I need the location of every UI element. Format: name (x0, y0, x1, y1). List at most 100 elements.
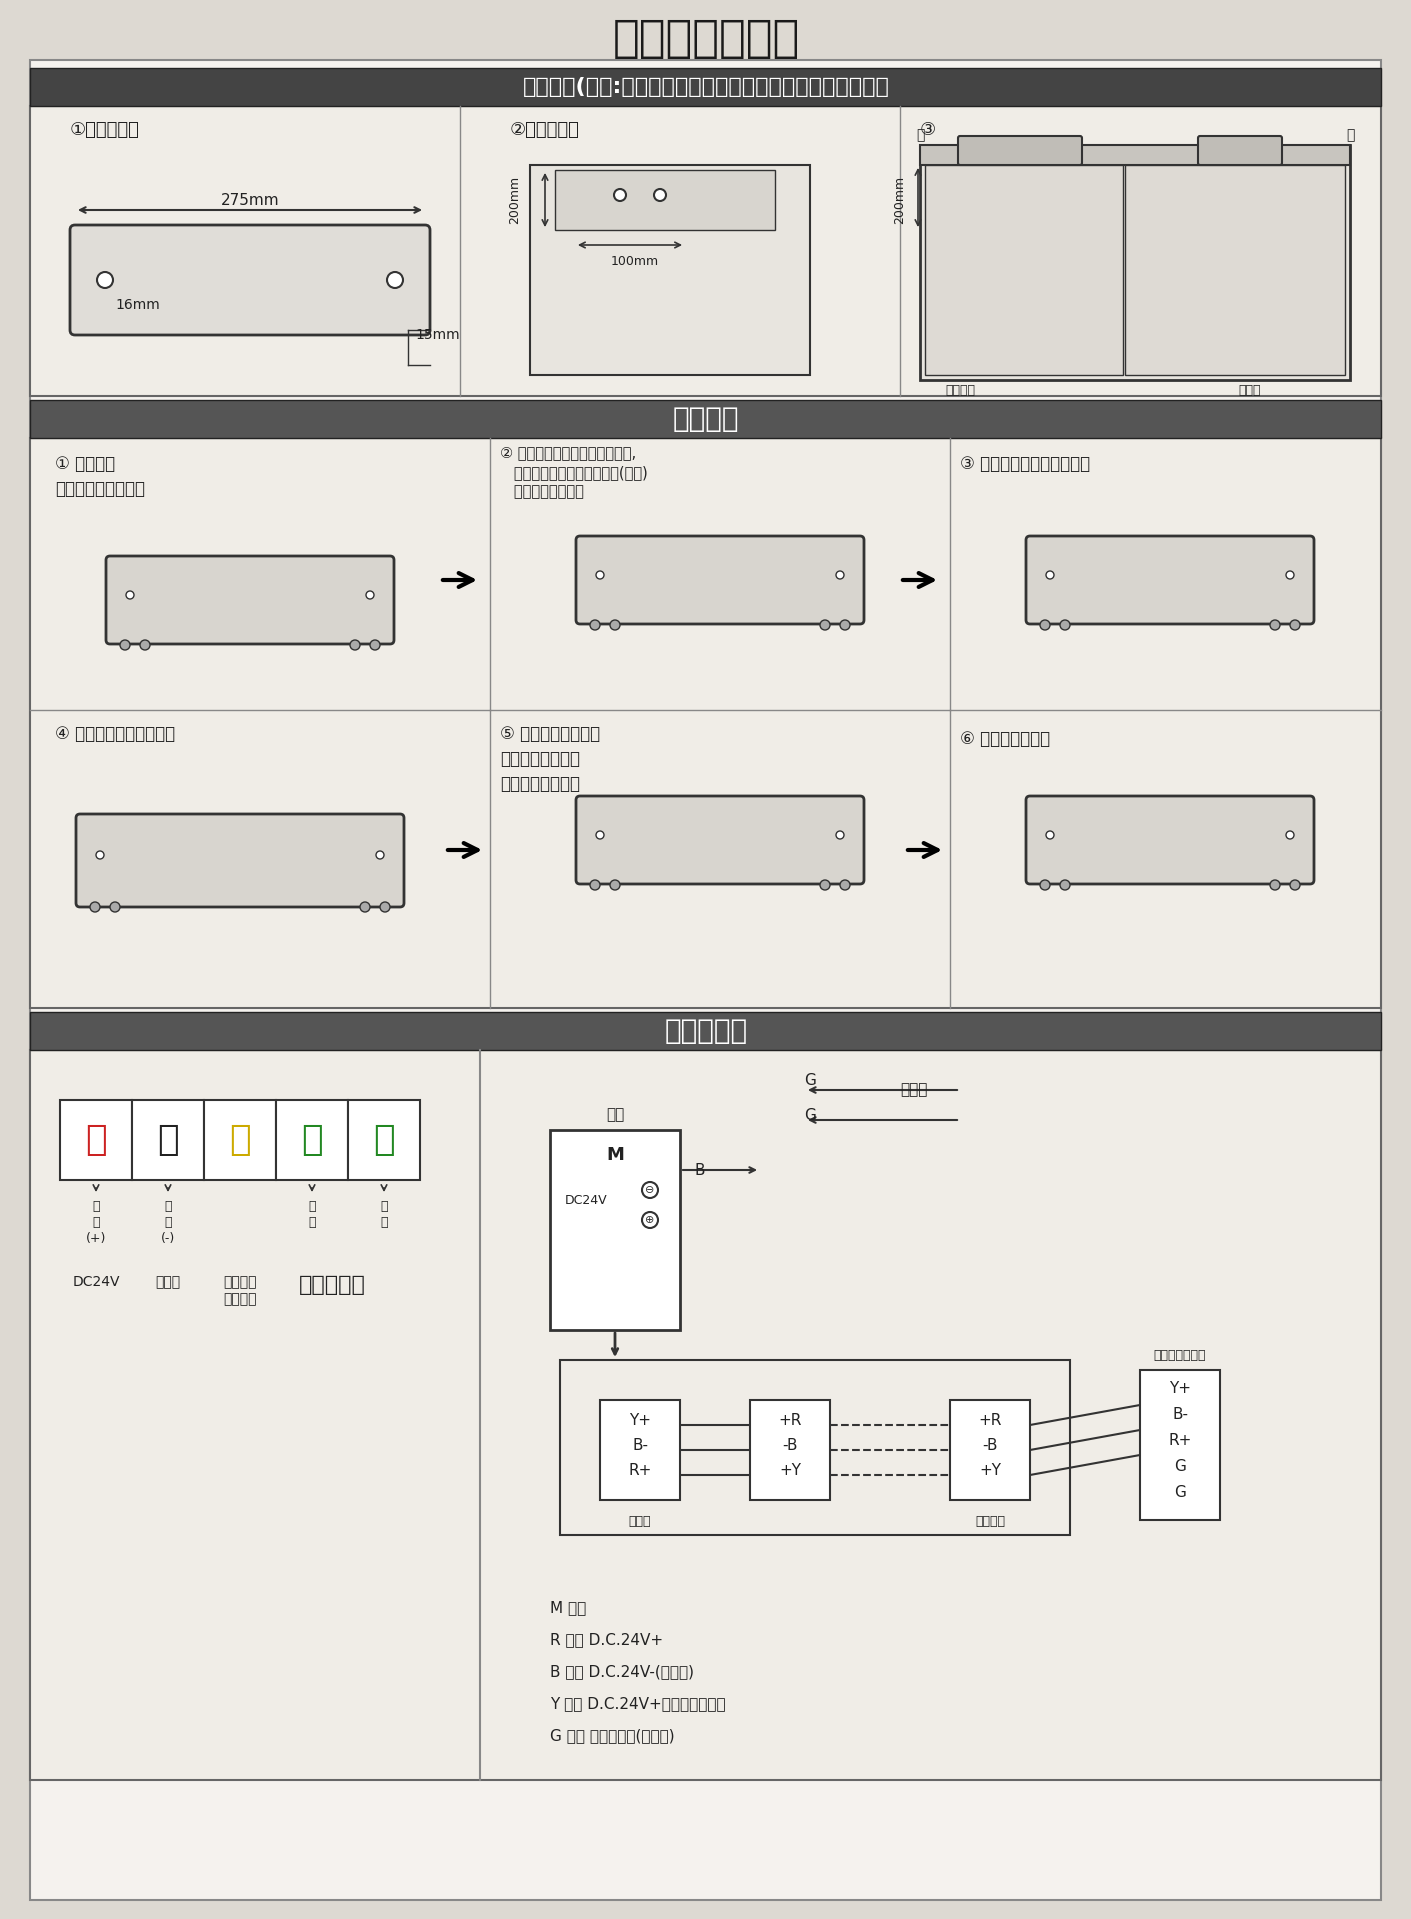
Bar (30, 106, 1381, 395)
Circle shape (380, 902, 389, 912)
Circle shape (840, 620, 849, 629)
Circle shape (610, 881, 619, 890)
Circle shape (110, 902, 120, 912)
Text: G: G (804, 1107, 816, 1123)
Circle shape (387, 272, 404, 288)
Text: 200mm: 200mm (508, 177, 522, 225)
Circle shape (96, 850, 104, 860)
Circle shape (360, 902, 370, 912)
Bar (920, 146, 1350, 165)
Circle shape (590, 620, 600, 629)
Circle shape (610, 620, 619, 629)
Text: ③: ③ (920, 121, 935, 138)
FancyBboxPatch shape (1026, 796, 1314, 885)
Circle shape (820, 881, 830, 890)
Text: 输
出: 输 出 (308, 1199, 316, 1228)
Bar (926, 165, 1123, 374)
Text: 双扇门: 双扇门 (629, 1514, 652, 1528)
Bar (133, 1100, 205, 1180)
Text: 绿: 绿 (373, 1123, 395, 1157)
Text: 反馈: 反馈 (605, 1107, 624, 1123)
Bar (751, 1401, 830, 1501)
Text: Y+: Y+ (1168, 1380, 1191, 1395)
Circle shape (97, 272, 113, 288)
Text: DC24V: DC24V (564, 1194, 608, 1207)
Circle shape (140, 641, 150, 651)
Text: 红: 红 (85, 1123, 107, 1157)
Circle shape (370, 641, 380, 651)
Text: -B: -B (982, 1437, 998, 1453)
Text: G: G (804, 1073, 816, 1088)
Circle shape (655, 188, 666, 201)
Text: M 模块: M 模块 (550, 1600, 586, 1616)
Circle shape (375, 850, 384, 860)
Bar (950, 1401, 1030, 1501)
Text: 275mm: 275mm (220, 192, 279, 207)
Text: 串联时接
下一红线: 串联时接 下一红线 (223, 1274, 257, 1307)
FancyBboxPatch shape (576, 535, 864, 624)
Circle shape (590, 881, 600, 890)
Circle shape (350, 641, 360, 651)
Text: 100mm: 100mm (611, 255, 659, 269)
Text: ④ 机体的安装（上门框）: ④ 机体的安装（上门框） (55, 725, 175, 743)
Text: -B: -B (782, 1437, 797, 1453)
Text: 信号线: 信号线 (900, 1082, 927, 1098)
Text: ⑥ 检测效果并接线: ⑥ 检测效果并接线 (959, 729, 1050, 748)
Circle shape (642, 1213, 658, 1228)
Bar (61, 1100, 133, 1180)
Text: B: B (694, 1163, 706, 1178)
Circle shape (820, 620, 830, 629)
Text: ①闭门器开孔: ①闭门器开孔 (71, 121, 140, 138)
Circle shape (1290, 620, 1300, 629)
Text: +Y: +Y (779, 1462, 801, 1478)
Text: R+: R+ (628, 1462, 652, 1478)
Bar (30, 1011, 1381, 1050)
Text: 黄: 黄 (229, 1123, 251, 1157)
Circle shape (595, 831, 604, 839)
Circle shape (1060, 881, 1070, 890)
Circle shape (642, 1182, 658, 1197)
Text: 开孔规格(注、:闭门器轴头必须与门转动轴同一垂直线安装）: 开孔规格(注、:闭门器轴头必须与门转动轴同一垂直线安装） (522, 77, 889, 98)
Circle shape (835, 572, 844, 580)
Text: 无源信号线: 无源信号线 (299, 1274, 365, 1295)
Text: 输
入
(-): 输 入 (-) (161, 1199, 175, 1245)
Text: ⑤ 卡槽的安装，先卡
上支臂再对准门上
的孔并紧固螺丝。: ⑤ 卡槽的安装，先卡 上支臂再对准门上 的孔并紧固螺丝。 (499, 725, 600, 793)
Text: 接线图指导: 接线图指导 (665, 1017, 748, 1046)
Text: G: G (1174, 1485, 1185, 1499)
Text: B 黑线 D.C.24V-(公共线): B 黑线 D.C.24V-(公共线) (550, 1664, 694, 1679)
Bar (1125, 165, 1345, 374)
Bar (30, 399, 1381, 438)
Circle shape (1060, 620, 1070, 629)
Text: 16mm: 16mm (116, 297, 159, 313)
Text: 输
出: 输 出 (380, 1199, 388, 1228)
Bar (920, 146, 1350, 380)
Circle shape (1046, 831, 1054, 839)
Circle shape (840, 881, 849, 890)
Bar (531, 165, 810, 374)
Bar (30, 438, 1381, 1007)
Circle shape (1046, 572, 1054, 580)
Text: 输
入
(+): 输 入 (+) (86, 1199, 106, 1245)
Circle shape (126, 591, 134, 599)
FancyBboxPatch shape (1026, 535, 1314, 624)
Text: 转动轴: 转动轴 (1239, 384, 1261, 397)
Bar (550, 1130, 680, 1330)
Bar (30, 1050, 1381, 1781)
Bar (600, 1401, 680, 1501)
Circle shape (614, 188, 626, 201)
Text: M: M (607, 1146, 624, 1165)
Circle shape (1040, 620, 1050, 629)
Text: 安装与接线步骤: 安装与接线步骤 (612, 17, 800, 59)
Text: 黑: 黑 (157, 1123, 179, 1157)
Circle shape (120, 641, 130, 651)
Circle shape (835, 831, 844, 839)
Bar (555, 171, 775, 230)
Text: 最后关闭防火门: 最后关闭防火门 (1154, 1349, 1206, 1361)
Bar (1140, 1370, 1221, 1520)
Text: ① 卸下支臂
（出厂时已装配好）: ① 卸下支臂 （出厂时已装配好） (55, 455, 145, 499)
Text: Y 黄线 D.C.24V+串联下一个红线: Y 黄线 D.C.24V+串联下一个红线 (550, 1696, 725, 1712)
Circle shape (1270, 881, 1280, 890)
Text: DC24V: DC24V (72, 1274, 120, 1290)
Text: 右: 右 (1346, 129, 1355, 142)
Text: +R: +R (779, 1412, 801, 1428)
